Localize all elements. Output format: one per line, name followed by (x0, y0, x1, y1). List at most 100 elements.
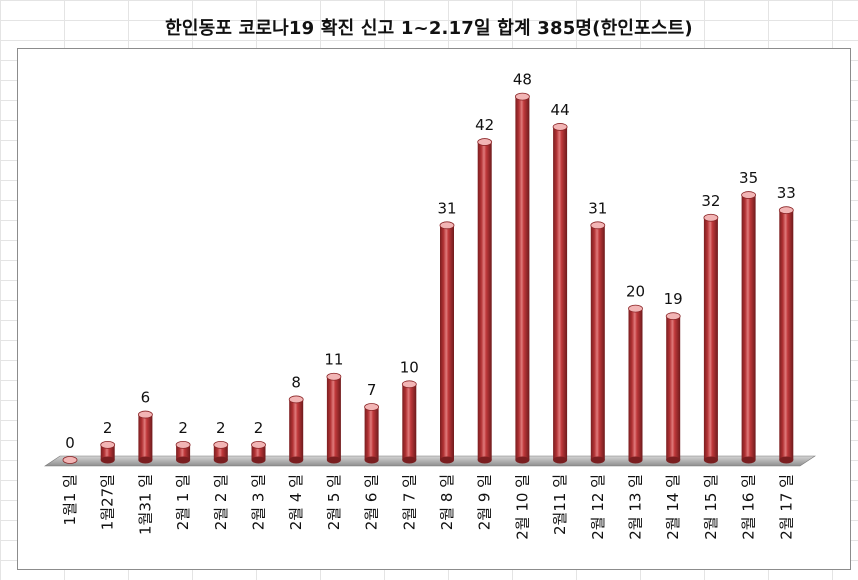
bar-body (440, 225, 454, 460)
bar[interactable] (288, 395, 304, 464)
x-tick-label: 2월 5 일 (325, 474, 343, 530)
bar[interactable] (62, 456, 78, 464)
bar[interactable] (703, 213, 719, 464)
bar[interactable] (213, 440, 229, 464)
x-tick-label: 2월 6 일 (363, 474, 381, 530)
bar[interactable] (326, 372, 342, 464)
bar[interactable] (552, 123, 568, 464)
bar-body (176, 444, 191, 460)
bar-base (666, 456, 681, 464)
x-tick-label: 1월1 일 (61, 474, 79, 525)
bar[interactable] (741, 191, 756, 464)
bar-cap (251, 440, 266, 449)
x-tick-label: 2월 10 일 (513, 474, 531, 540)
bar-body (477, 142, 492, 460)
bar-cap (439, 221, 455, 230)
bar-base (138, 456, 153, 464)
bar[interactable] (401, 380, 417, 464)
bar-body (515, 96, 530, 460)
bar-base (628, 456, 643, 464)
bar-cap (175, 440, 191, 449)
bar-base (402, 456, 417, 464)
bar-body (703, 217, 718, 460)
x-tick-label: 2월 16 일 (740, 474, 758, 540)
bar[interactable] (439, 221, 455, 464)
bar[interactable] (778, 206, 794, 464)
bar[interactable] (590, 221, 606, 464)
x-tick-label: 2월 2 일 (212, 474, 230, 530)
bar-base (289, 456, 304, 464)
data-label: 8 (291, 373, 301, 391)
bar-body (138, 414, 153, 460)
x-tick-label: 2월 9 일 (476, 474, 494, 530)
chart-title: 한인동포 코로나19 확진 신고 1~2.17일 합계 385명(한인포스트) (165, 18, 693, 39)
bar-base (440, 456, 454, 464)
x-tick-label: 2월 8 일 (438, 474, 456, 530)
bar-cap (552, 123, 568, 131)
bar-body (779, 210, 794, 460)
bar[interactable] (251, 440, 266, 464)
bar-base (251, 456, 266, 464)
bar-base (100, 456, 115, 464)
x-tick-label: 2월 1 일 (174, 474, 192, 530)
bar[interactable] (628, 304, 643, 464)
x-tick-label: 2월 12 일 (589, 474, 607, 540)
data-label: 48 (513, 71, 532, 89)
data-label: 7 (367, 381, 377, 399)
data-label: 10 (400, 358, 419, 376)
bar-base (213, 456, 228, 464)
data-label: 31 (588, 199, 607, 217)
data-label: 19 (664, 290, 683, 308)
chart-floor (44, 455, 816, 467)
bar[interactable] (477, 138, 493, 464)
bar-base (326, 456, 341, 464)
x-tick-label: 2월 7 일 (400, 474, 418, 530)
data-label: 2 (254, 419, 264, 437)
bar-base (590, 456, 605, 464)
bar[interactable] (364, 403, 380, 464)
bar-cap (590, 221, 606, 230)
bar[interactable] (137, 410, 153, 464)
bar-body (251, 444, 266, 460)
bar-body (741, 195, 756, 461)
bar-cap (665, 312, 681, 321)
bar-body (628, 308, 643, 460)
bar-base (779, 456, 794, 464)
x-tick-label: 2월11 일 (551, 474, 569, 535)
bar-cap (628, 304, 643, 313)
bar-body (326, 376, 341, 460)
bar-base (515, 456, 530, 464)
x-tick-label: 2월 3 일 (250, 474, 268, 530)
bar-body (590, 225, 605, 460)
x-tick-label: 2월 13 일 (627, 474, 645, 540)
data-label: 42 (475, 116, 494, 134)
data-label: 20 (626, 283, 645, 301)
bar[interactable] (515, 92, 530, 464)
bar-cap (401, 380, 417, 389)
bar-base (703, 456, 718, 464)
bar-cap (741, 191, 756, 199)
data-label: 31 (437, 199, 456, 217)
bar[interactable] (665, 312, 681, 464)
bar-base (477, 456, 492, 464)
x-tick-label: 1월31 일 (136, 474, 154, 535)
data-label: 11 (324, 351, 343, 369)
bar-cap (137, 410, 153, 419)
bar[interactable] (175, 440, 191, 464)
data-label: 2 (103, 419, 113, 437)
bar-body (100, 444, 115, 460)
data-label: 0 (65, 434, 75, 452)
data-label: 6 (141, 389, 151, 407)
x-tick-label: 1월27일 (99, 474, 117, 530)
bar-body (213, 444, 228, 460)
bar-base (364, 456, 379, 464)
bar-cap (703, 213, 719, 222)
bar-body (364, 407, 379, 460)
bar[interactable] (100, 440, 116, 464)
bar-cap (100, 440, 116, 449)
bar-base (741, 456, 756, 464)
bar-body (553, 126, 568, 461)
bar-cap (515, 92, 530, 101)
data-label: 33 (777, 184, 796, 202)
x-tick-label: 2월 15 일 (702, 474, 720, 540)
